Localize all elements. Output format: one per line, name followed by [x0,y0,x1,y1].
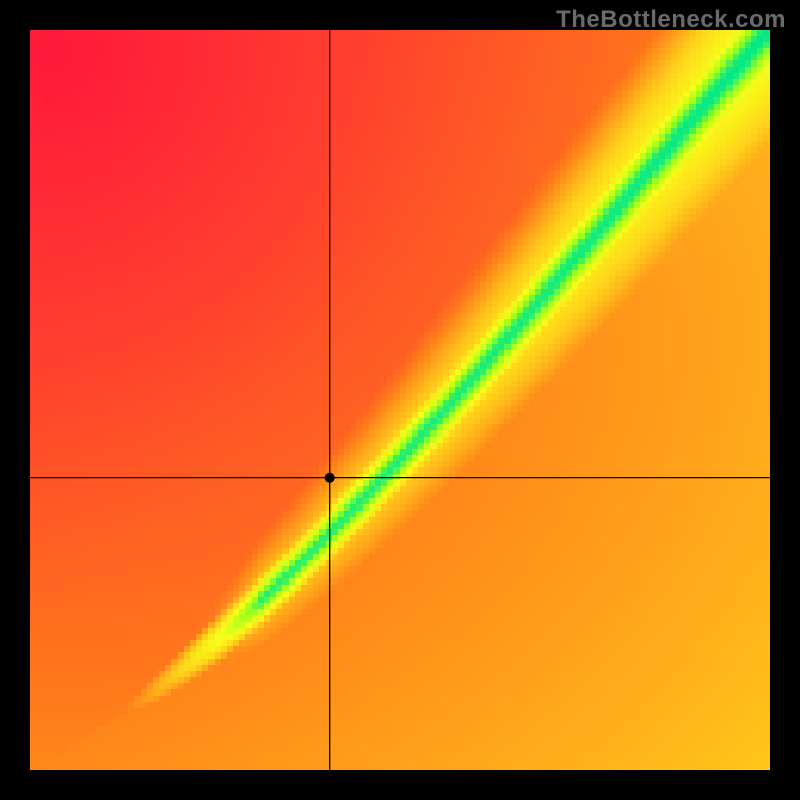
heatmap-canvas [30,30,770,770]
watermark-text: TheBottleneck.com [556,6,786,34]
heatmap-plot [30,30,770,770]
chart-container: TheBottleneck.com [0,0,800,800]
